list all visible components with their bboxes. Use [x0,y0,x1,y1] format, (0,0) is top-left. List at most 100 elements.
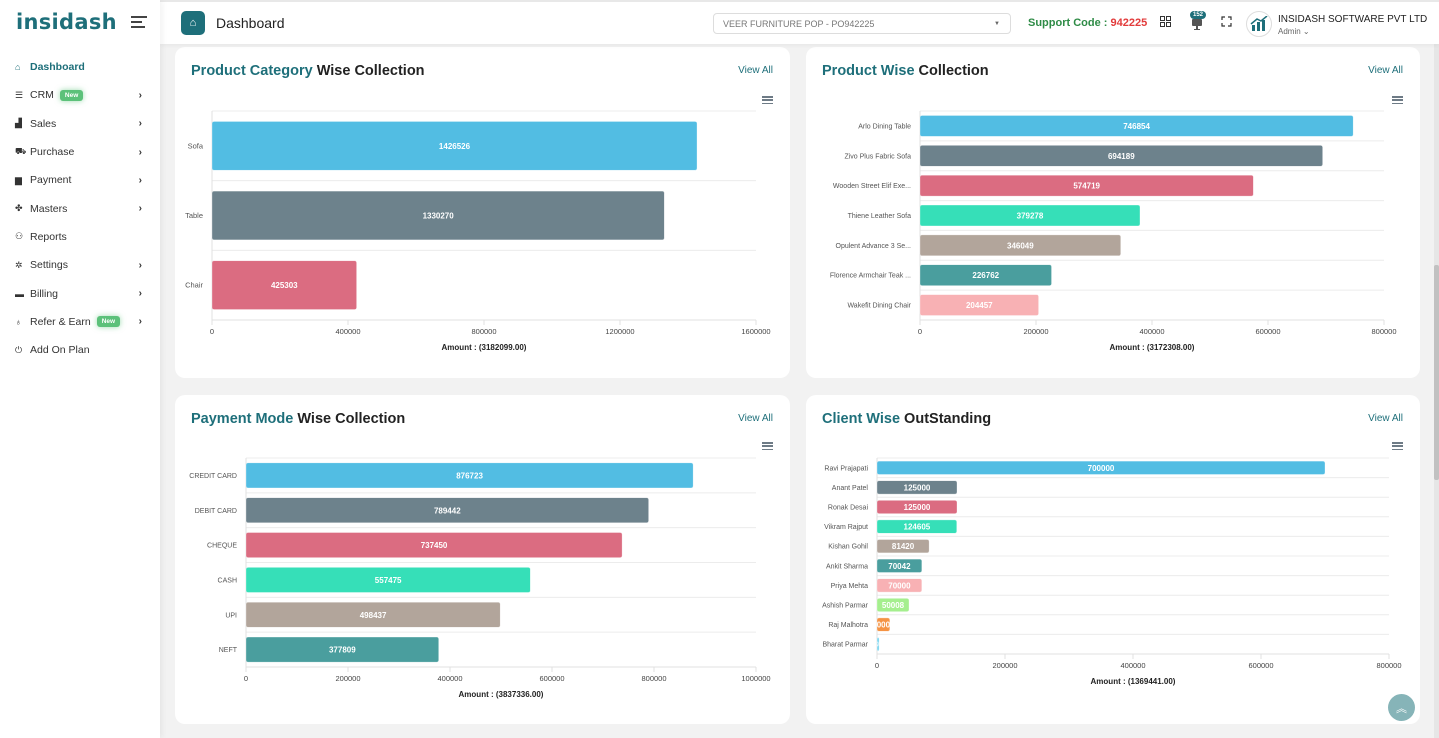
data-label: 694189 [1108,152,1135,161]
title-accent: Payment Mode [191,411,294,427]
bar[interactable] [245,601,501,628]
x-tick-label: 200000 [992,661,1017,670]
data-label: 876723 [456,471,483,480]
apps-grid-icon[interactable] [1160,16,1171,30]
bar[interactable] [211,121,698,171]
data-label: 379278 [1017,212,1044,221]
app-logo[interactable]: insidash [16,10,117,34]
data-label: 204457 [966,301,993,310]
bar[interactable] [919,145,1323,167]
user-role[interactable]: Admin ⌄ [1278,27,1310,36]
sidebar-item-label: CRM [30,89,54,102]
sidebar-item-label: Reports [30,230,67,243]
card-title: Payment Mode Wise Collection [191,411,405,427]
bar[interactable] [211,260,357,310]
home-icon[interactable]: ⌂ [181,11,205,35]
bar[interactable] [919,294,1039,316]
chevron-down-icon: ⌄ [1302,27,1310,36]
data-label: 789442 [434,506,461,515]
sidebar-item-dashboard[interactable]: ⌂ Dashboard [0,53,160,81]
data-label: 124605 [904,523,931,532]
x-tick-label: 0 [244,674,248,683]
data-label: 20000 [872,621,895,630]
chart-menu-icon[interactable] [1392,96,1403,104]
bar[interactable] [919,115,1354,137]
category-label: Kishan Gohil [828,544,868,551]
data-label: 498437 [360,611,387,620]
x-axis-title: Amount : (3182099.00) [442,343,527,352]
book-icon: ▆ [15,174,22,185]
company-avatar[interactable] [1246,11,1272,37]
data-label: 50008 [882,601,905,610]
bar[interactable] [245,497,649,524]
category-label: Priya Mehta [831,583,868,590]
chart-menu-icon[interactable] [1392,442,1403,450]
sidebar-item-payment[interactable]: ▆ Payment › [0,166,160,194]
sidebar-item-billing[interactable]: ▬ Billing › [0,279,160,307]
data-label: 70000 [888,581,911,590]
sidebar-item-masters[interactable]: ✤ Masters › [0,194,160,222]
bar[interactable] [245,462,694,489]
sidebar-item-settings[interactable]: ✲ Settings › [0,251,160,279]
company-select-value: VEER FURNITURE POP - PO942225 [723,18,875,29]
x-axis-title: Amount : (3172308.00) [1110,343,1195,352]
view-all-link[interactable]: View All [738,65,773,76]
title-rest: Wise Collection [312,63,425,79]
bar[interactable] [876,480,958,495]
sidebar-item-reports[interactable]: ⚇ Reports [0,223,160,251]
fullscreen-icon[interactable] [1221,16,1232,30]
chevron-down-icon: ▼ [994,20,1000,27]
bar[interactable] [876,578,923,593]
x-tick-label: 0 [918,327,922,336]
bar[interactable] [919,204,1141,227]
chevron-right-icon: › [138,118,142,130]
company-select[interactable]: VEER FURNITURE POP - PO942225 ▼ [713,13,1011,34]
bar[interactable] [245,567,531,593]
chart-menu-icon[interactable] [762,96,773,104]
sidebar-item-crm[interactable]: ☰ CRM New › [0,81,160,109]
bar[interactable] [876,598,910,612]
new-badge: New [59,89,84,101]
bar[interactable] [876,539,930,554]
x-tick-label: 800000 [1371,327,1396,336]
menu-toggle-icon[interactable] [130,16,147,28]
new-badge: New [96,316,121,328]
data-label: 346049 [1007,241,1034,250]
sidebar-item-purchase[interactable]: ⛟ Purchase › [0,138,160,166]
category-label: Sofa [188,141,204,150]
bar[interactable] [919,234,1121,257]
bar[interactable] [876,519,957,534]
x-tick-label: 600000 [1255,327,1280,336]
back-to-top-button[interactable]: ︽ [1388,694,1415,721]
x-axis-title: Amount : (3837336.00) [459,690,544,699]
bar[interactable] [245,636,439,663]
data-label: 125000 [904,483,931,492]
category-label: Arlo Dining Table [858,123,911,130]
category-label: Ronak Desai [828,505,869,512]
data-label: 1426526 [439,142,471,151]
bar[interactable] [211,190,665,241]
sidebar-item-add-on-plan[interactable]: ⏻ Add On Plan [0,336,160,364]
bar[interactable] [876,460,1326,475]
category-label: Vikram Rajput [824,524,868,531]
view-all-link[interactable]: View All [1368,413,1403,424]
view-all-link[interactable]: View All [738,413,773,424]
bar[interactable] [919,174,1254,197]
bar[interactable] [876,500,958,514]
bar[interactable] [876,637,880,652]
sidebar-item-sales[interactable]: ▟ Sales › [0,110,160,138]
scrollbar-thumb[interactable] [1434,265,1439,480]
sidebar: insidash ⌂ Dashboard ☰ CRM New › ▟ Sales › ⛟ Purch… [0,0,160,738]
payment-mode-card: Payment Mode Wise Collection View All CRED… [175,395,790,724]
company-name[interactable]: INSIDASH SOFTWARE PVT LTD [1278,14,1428,25]
category-label: Ashish Parmar [822,603,869,610]
sidebar-item-refer-earn[interactable]: ♁ Refer & Earn New › [0,308,160,336]
bar[interactable] [919,264,1052,286]
chart-menu-icon[interactable] [762,442,773,450]
x-tick-label: 800000 [1376,661,1401,670]
notification-icon[interactable] [1191,17,1203,34]
bar[interactable] [876,558,923,573]
view-all-link[interactable]: View All [1368,65,1403,76]
bar[interactable] [876,617,891,632]
bar[interactable] [245,532,623,558]
